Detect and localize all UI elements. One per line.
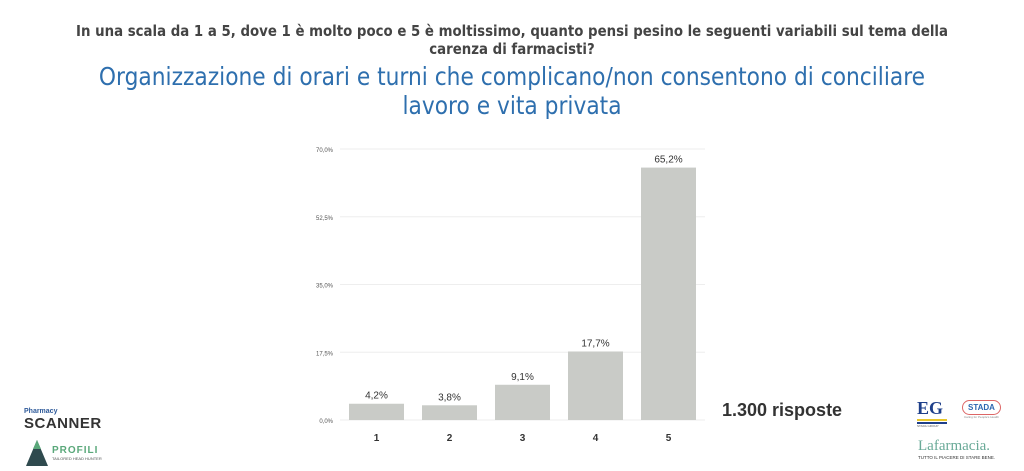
logo-text: Lafarmacia. [918, 438, 991, 454]
y-tick-label: 17,5% [316, 351, 334, 357]
eg-logo: EG STADA GROUP [917, 398, 947, 428]
profili-logo: PROFILI TAILORED HEAD HUNTER [26, 440, 102, 466]
bar [349, 403, 404, 420]
y-tick-label: 0,0% [319, 419, 333, 425]
question-text: In una scala da 1 a 5, dove 1 è molto po… [76, 22, 948, 58]
responses-count: 1.300 risposte [722, 400, 843, 420]
logo-text: STADA [962, 400, 1001, 415]
logo-text: STADA GROUP [917, 424, 939, 428]
x-tick-label: 3 [520, 433, 526, 444]
y-tick-label: 70,0% [316, 148, 334, 154]
logo-text: Pharmacy [24, 408, 58, 415]
data-label: 4,2% [365, 391, 388, 402]
logo-text: PROFILI [52, 445, 99, 456]
pharmacy-scanner-logo: Pharmacy SCANNER [24, 408, 102, 432]
logo-text: TAILORED HEAD HUNTER [52, 456, 102, 461]
x-tick-label: 5 [666, 433, 672, 444]
logo-text: EG [917, 398, 944, 418]
y-tick-label: 35,0% [316, 284, 334, 290]
y-tick-label: 52,5% [316, 216, 334, 222]
data-label: 65,2% [654, 155, 682, 166]
logo-text: Caring for People's Health [964, 415, 999, 419]
lafarmacia-logo: Lafarmacia. TUTTO IL PIACERE DI STARE BE… [918, 438, 995, 460]
pyramid-icon [26, 440, 48, 466]
data-label: 9,1% [511, 372, 534, 383]
logo-text: TUTTO IL PIACERE DI STARE BENE. [918, 455, 996, 460]
page-title: Organizzazione di orari e turni che comp… [98, 62, 926, 120]
bar [568, 351, 623, 420]
bar [641, 167, 696, 420]
data-label: 3,8% [438, 392, 461, 403]
data-label: 17,7% [581, 338, 609, 349]
x-tick-label: 4 [593, 433, 599, 444]
bar [495, 384, 550, 420]
stada-logo: STADA Caring for People's Health [962, 400, 1001, 419]
x-tick-label: 2 [447, 433, 453, 444]
logo-text: SCANNER [24, 415, 102, 432]
bar [422, 405, 477, 420]
x-tick-label: 1 [374, 433, 380, 444]
